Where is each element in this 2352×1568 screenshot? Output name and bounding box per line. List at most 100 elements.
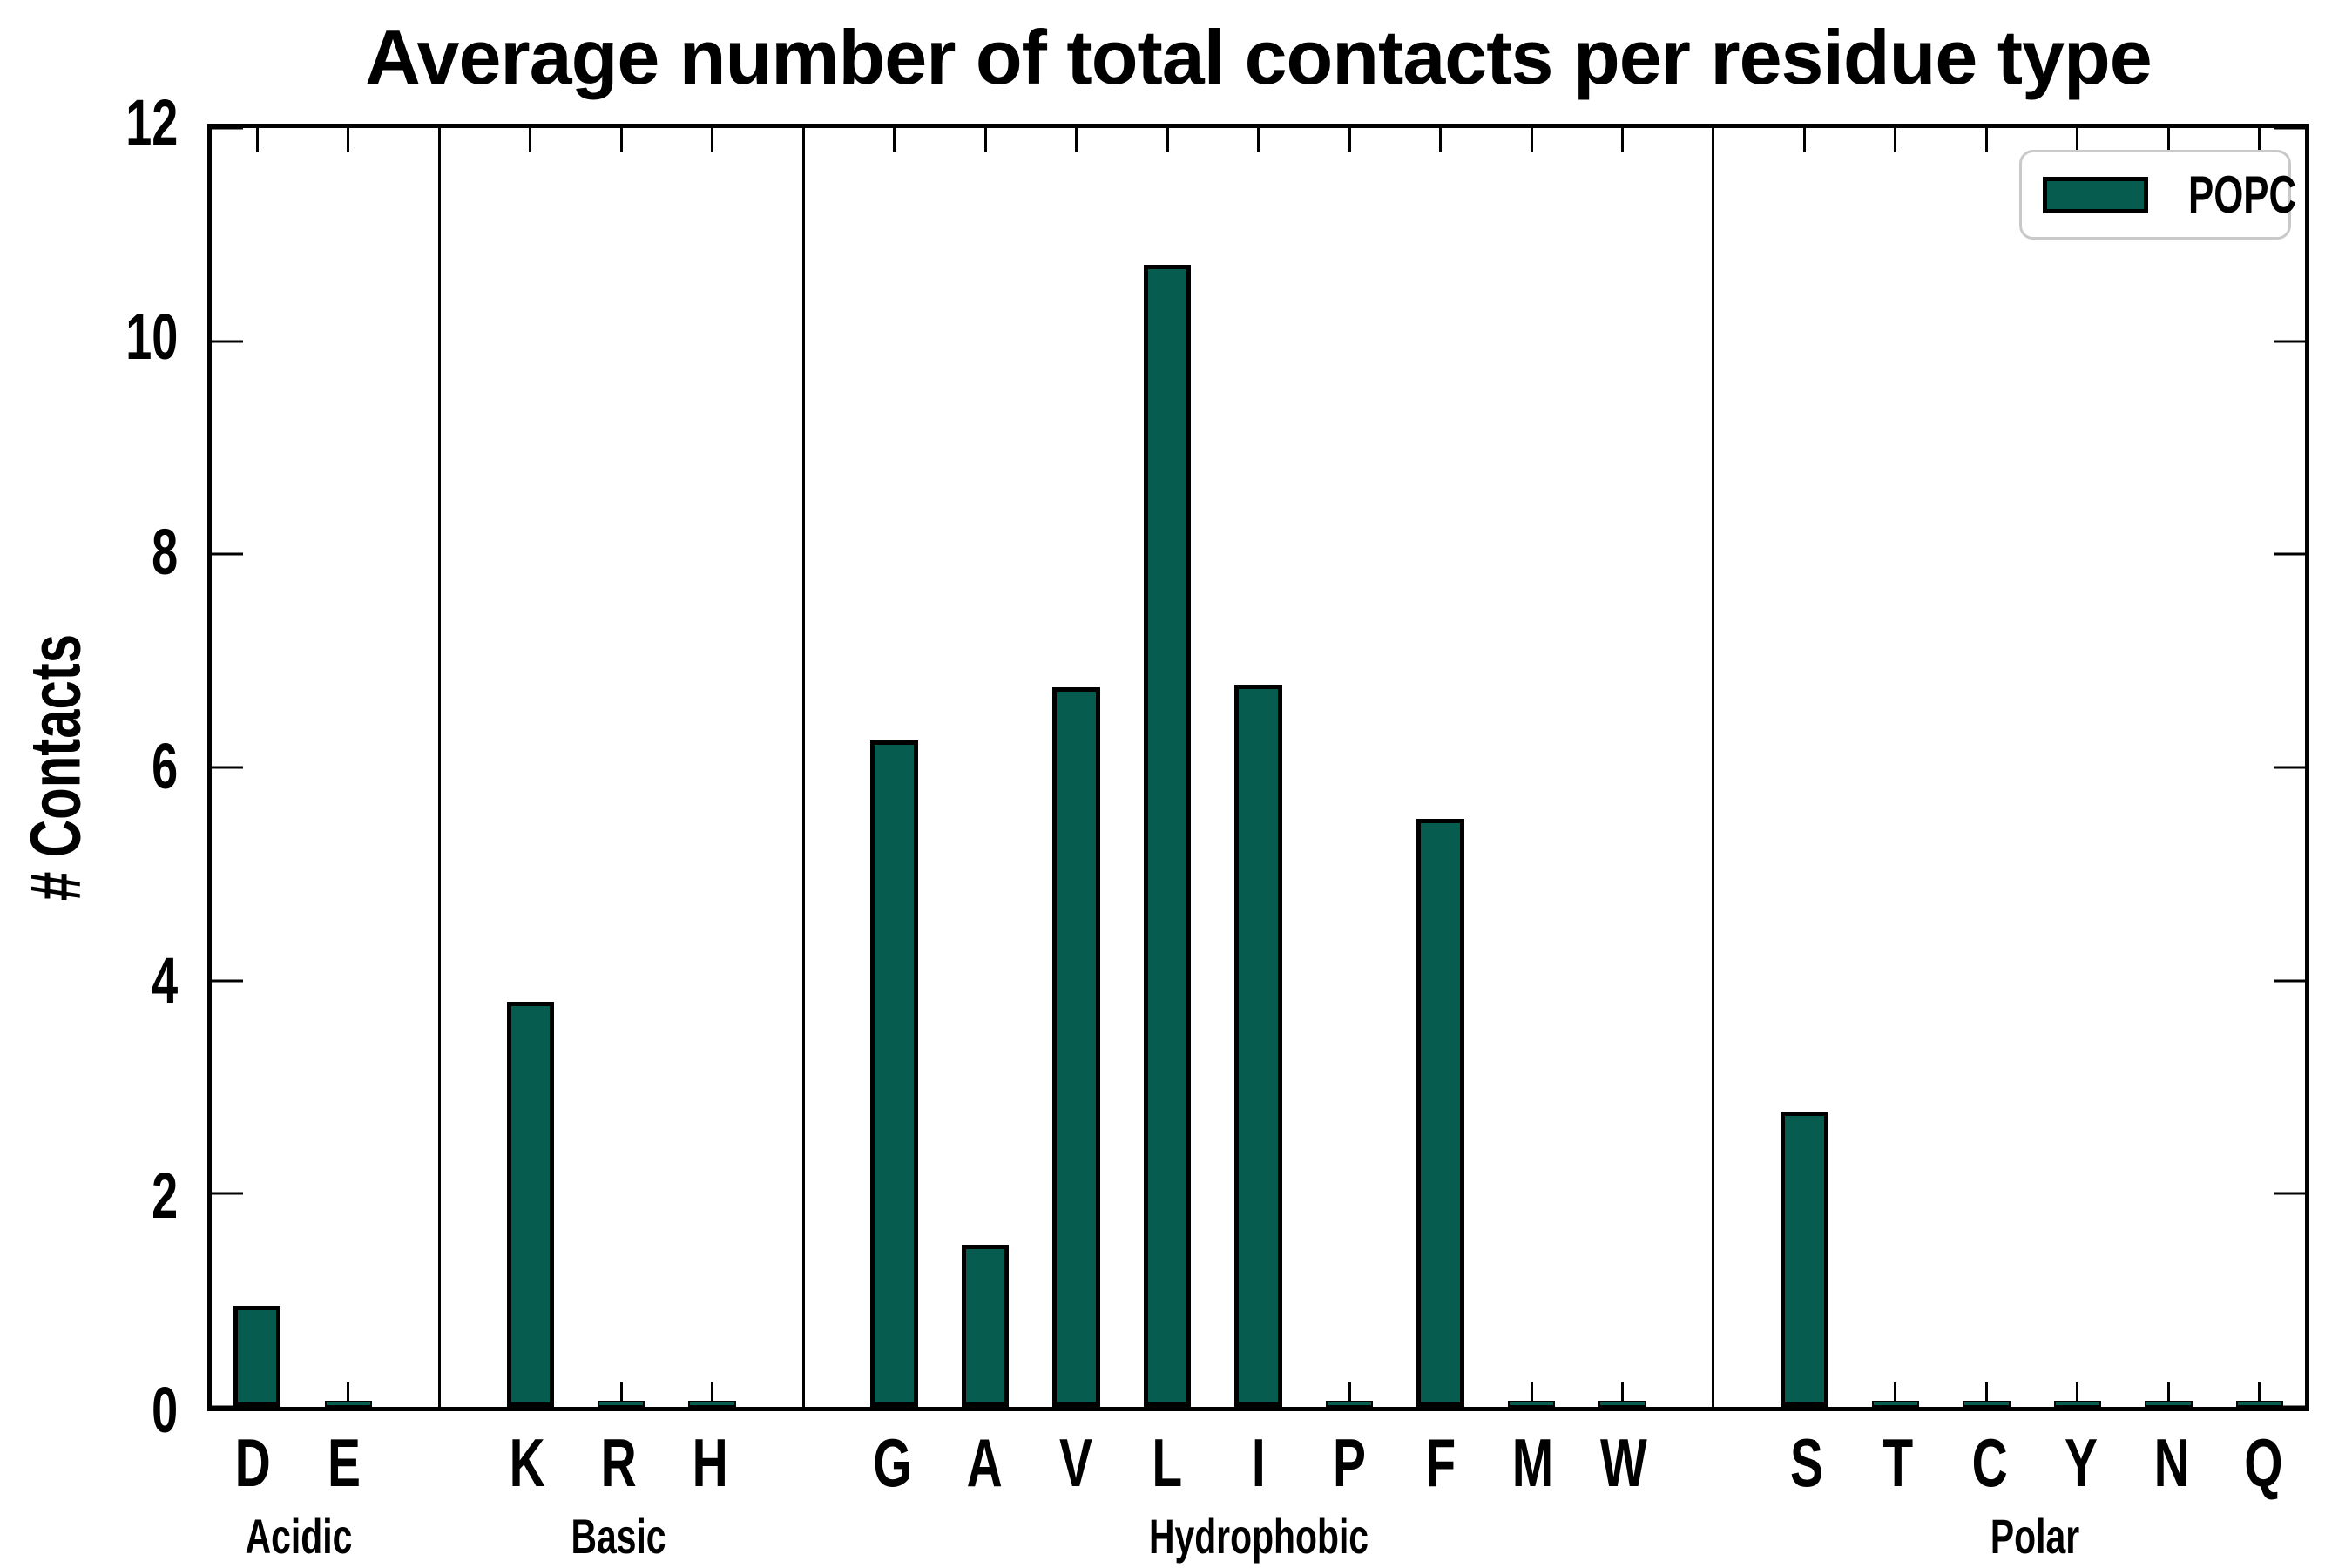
x-tick-top [1439, 128, 1443, 152]
x-label-spacer [755, 1429, 847, 1497]
legend-label: POPC [2188, 166, 2297, 224]
x-tick-bottom [2166, 1382, 2170, 1407]
x-tick-label-text: C [1971, 1424, 2008, 1501]
bar-L [1143, 264, 1192, 1407]
bar-slot-I [1213, 128, 1303, 1407]
bar-slot-E [302, 128, 393, 1407]
x-tick-label-N: N [2126, 1429, 2218, 1497]
y-tick-label-6: 6 [151, 729, 178, 802]
x-tick-top [1530, 128, 1533, 152]
bar-D [233, 1305, 281, 1407]
x-tick-label-text: H [692, 1424, 728, 1501]
x-tick-label-F: F [1396, 1429, 1487, 1497]
x-tick-label-text: S [1789, 1424, 1823, 1501]
x-tick-label-C: C [1943, 1429, 2035, 1497]
x-tick-label-I: I [1213, 1429, 1304, 1497]
group-separator-line [801, 128, 805, 1407]
bar-slot-N [2123, 128, 2213, 1407]
x-tick-label-text: M [1511, 1424, 1553, 1501]
bar-slot-G [848, 128, 939, 1407]
bar-G [870, 740, 918, 1407]
plot-area [207, 124, 2309, 1411]
x-tick-label-Y: Y [2035, 1429, 2126, 1497]
x-tick-label-text: V [1058, 1424, 1092, 1501]
x-tick-top [1348, 128, 1351, 152]
bar-slot-Y [2032, 128, 2123, 1407]
x-tick-top [1621, 128, 1624, 152]
x-tick-label-text: R [600, 1424, 637, 1501]
y-tick-mark [2274, 979, 2305, 983]
y-tick-label-4: 4 [151, 944, 178, 1017]
bar-slot-M [1486, 128, 1577, 1407]
y-tick-label-0: 0 [151, 1373, 178, 1446]
x-tick-bottom [619, 1382, 623, 1407]
y-tick-label-12: 12 [125, 85, 178, 159]
bar-N [2145, 1401, 2193, 1407]
y-tick-mark [212, 1405, 243, 1409]
bar-slot-W [1577, 128, 1667, 1407]
y-tick-mark [212, 552, 243, 556]
x-tick-label-E: E [299, 1429, 390, 1497]
x-tick-label-T: T [1852, 1429, 1943, 1497]
x-tick-label-G: G [847, 1429, 938, 1497]
x-tick-label-text: T [1882, 1424, 1914, 1501]
x-tick-top [347, 128, 350, 152]
x-tick-bottom [2076, 1382, 2079, 1407]
x-tick-label-D: D [207, 1429, 299, 1497]
x-tick-bottom [2258, 1382, 2261, 1407]
y-tick-label-8: 8 [151, 515, 178, 588]
x-tick-top [619, 128, 623, 152]
bar-slot-D [212, 128, 302, 1407]
x-tick-label-S: S [1761, 1429, 1852, 1497]
x-tick-top [1894, 128, 1897, 152]
x-tick-bottom [347, 1382, 350, 1407]
x-tick-top [2076, 128, 2079, 152]
x-tick-bottom [1894, 1382, 1897, 1407]
y-tick-mark [212, 766, 243, 769]
x-tick-bottom [711, 1382, 714, 1407]
bar-slot-K [484, 128, 575, 1407]
bar-S [1781, 1112, 1828, 1407]
bar-E [324, 1401, 372, 1407]
group-separator-line [1712, 128, 1715, 1407]
group-label-text: Polar [1990, 1509, 2080, 1564]
bar-V [1052, 687, 1100, 1407]
x-tick-top [711, 128, 714, 152]
x-tick-label-text: A [966, 1424, 1003, 1501]
y-tick-mark [2274, 1405, 2305, 1409]
y-tick-mark [2274, 1192, 2305, 1195]
x-tick-label-K: K [482, 1429, 573, 1497]
x-label-spacer [390, 1429, 482, 1497]
bar-T [1871, 1401, 1920, 1407]
chart-title: Average number of total contacts per res… [365, 13, 2152, 100]
bar-I [1234, 684, 1282, 1407]
bar-C [1963, 1401, 2011, 1407]
y-tick-mark [2274, 340, 2305, 343]
x-tick-label-P: P [1304, 1429, 1396, 1497]
x-tick-label-W: W [1578, 1429, 1670, 1497]
y-tick-mark [212, 1192, 243, 1195]
x-tick-label-text: P [1333, 1424, 1367, 1501]
y-tick-mark [212, 340, 243, 343]
bar-M [1507, 1401, 1556, 1407]
group-label-polar: Polar [1974, 1512, 2096, 1561]
bar-slot-V [1031, 128, 1121, 1407]
bar-Q [2235, 1401, 2284, 1407]
x-tick-label-text: K [509, 1424, 545, 1501]
x-tick-bottom [1348, 1382, 1351, 1407]
y-tick-label-2: 2 [151, 1159, 178, 1232]
group-label-acidic: Acidic [226, 1512, 372, 1561]
x-tick-top [2258, 128, 2261, 152]
bar-K [506, 1002, 554, 1407]
y-tick-mark [212, 126, 243, 130]
x-tick-label-text: Q [2244, 1424, 2283, 1501]
x-tick-top [2166, 128, 2170, 152]
bar-W [1598, 1401, 1646, 1407]
y-tick-mark [212, 979, 243, 983]
y-tick-mark [2274, 126, 2305, 130]
group-label-basic: Basic [553, 1512, 683, 1561]
group-separator-line [437, 128, 441, 1407]
x-group-labels: Acidic Basic Hydrophobic Polar [207, 1512, 2309, 1568]
